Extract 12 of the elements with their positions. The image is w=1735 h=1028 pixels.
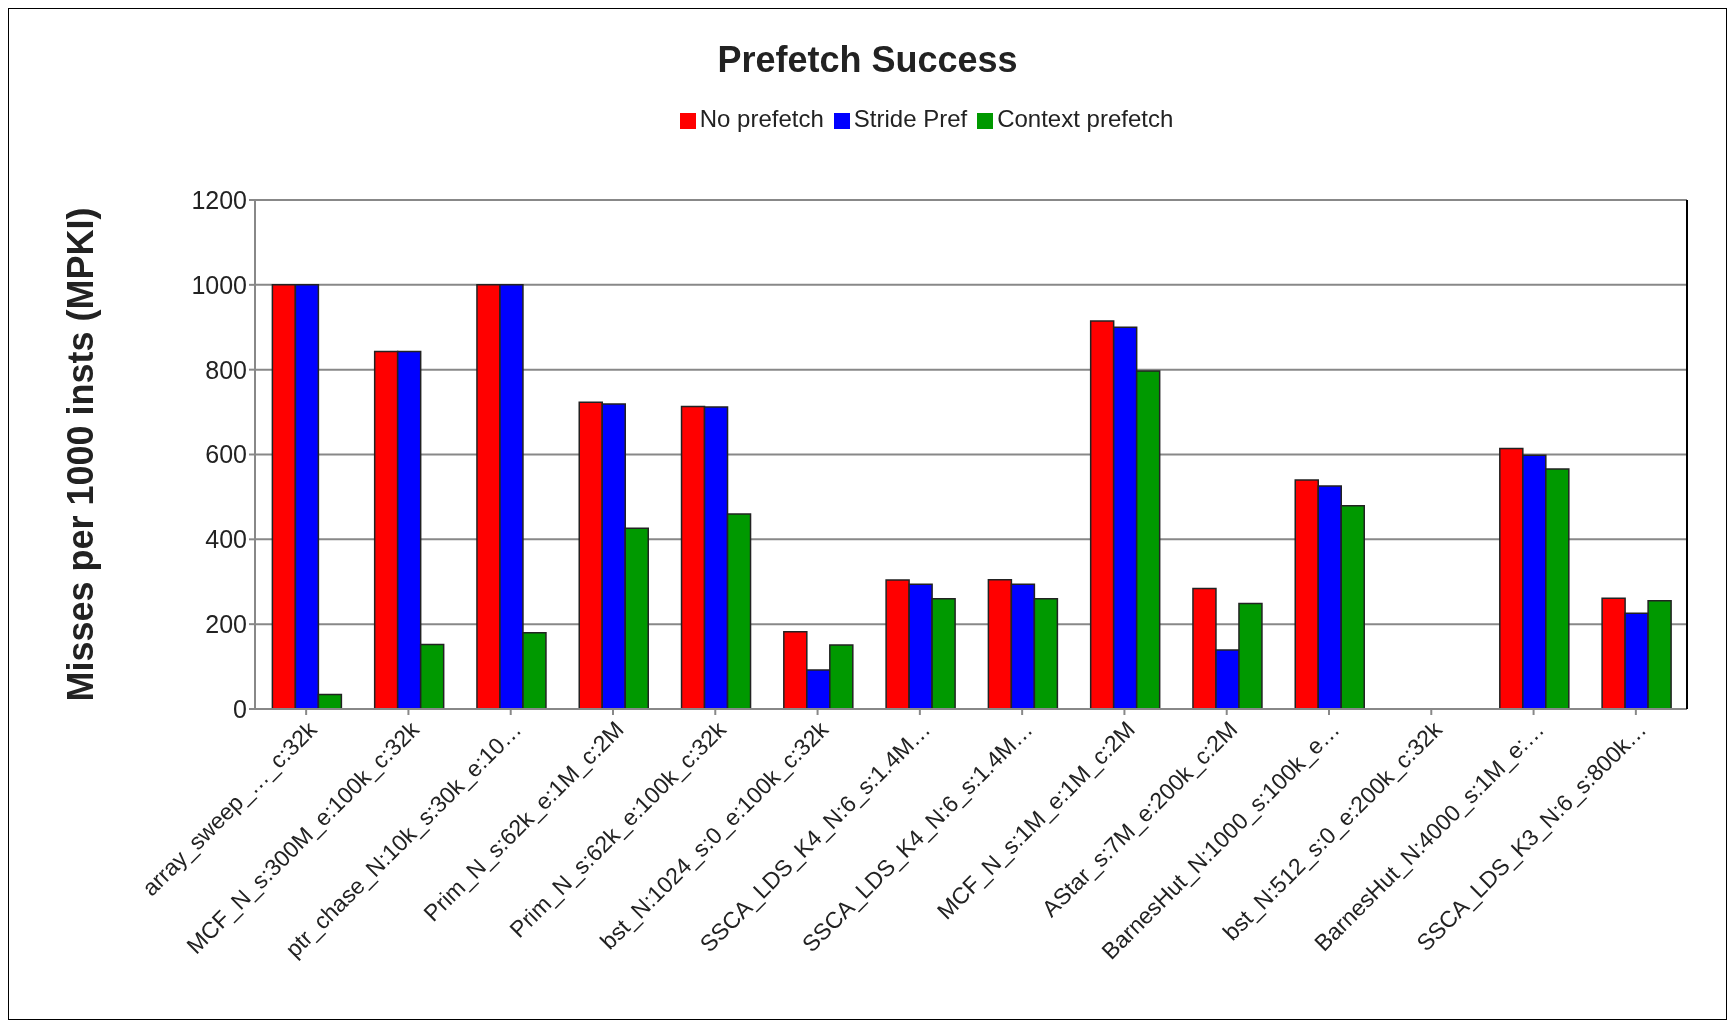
y-axis-title: Misses per 1000 insts (MPKI) (59, 207, 101, 702)
y-tick-label: 800 (205, 355, 247, 384)
y-tick-label: 600 (205, 440, 247, 469)
legend-label: Context prefetch (997, 105, 1174, 132)
y-tick-label: 400 (205, 525, 247, 554)
y-tick-label: 1000 (191, 270, 247, 299)
legend-label: Stride Pref (853, 105, 968, 132)
y-tick-label: 0 (233, 694, 247, 723)
legend-label: No prefetch (699, 105, 824, 132)
y-tick-label: 200 (205, 610, 247, 639)
y-tick-label: 1200 (191, 185, 247, 214)
chart-title: Prefetch Success (716, 39, 1019, 81)
